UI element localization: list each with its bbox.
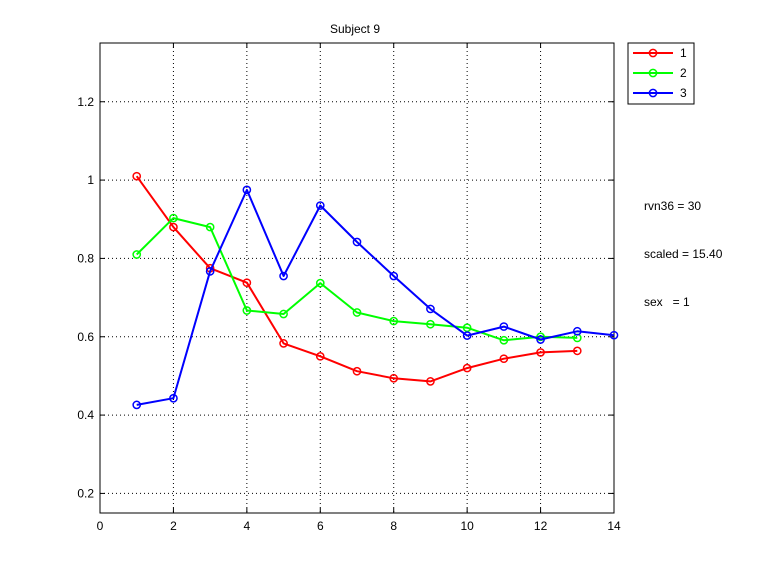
data-point [169, 393, 178, 403]
annotation-line-sex: sex = 1 [644, 295, 690, 309]
data-point [499, 322, 509, 331]
x-tick-label: 12 [534, 519, 548, 533]
data-point [462, 331, 472, 340]
legend: 1 2 3 [627, 42, 695, 105]
chart-title: Subject 9 [330, 22, 380, 36]
x-tick-label: 2 [170, 519, 177, 533]
series-3 [132, 185, 619, 410]
data-point [279, 271, 288, 281]
data-point [315, 278, 325, 288]
data-point [242, 306, 252, 315]
legend-item-1: 1 [633, 46, 687, 60]
legend-item-3: 3 [633, 86, 687, 100]
y-tick-label: 1 [87, 173, 94, 187]
data-point [426, 319, 435, 329]
data-point [462, 363, 472, 373]
x-tick-label: 8 [390, 519, 397, 533]
data-point [426, 377, 435, 386]
data-point [169, 213, 178, 223]
data-point [389, 271, 399, 281]
data-point [572, 346, 582, 356]
data-point [499, 335, 509, 345]
x-tick-label: 0 [97, 519, 104, 533]
legend-marker [648, 48, 658, 58]
annotation-text: rvn36 = 30 scaled = 15.40 sex = 1 [644, 166, 722, 326]
data-point [205, 266, 215, 276]
series-2 [132, 213, 582, 345]
data-point [132, 250, 142, 259]
annotation-line-scaled: scaled = 15.40 [644, 247, 723, 261]
data-point [315, 201, 325, 210]
data-point [279, 339, 288, 348]
data-point [352, 366, 362, 376]
data-point [132, 400, 142, 410]
data-point [132, 171, 142, 181]
grid [100, 43, 614, 513]
legend-label: 2 [680, 66, 687, 80]
x-tick-label: 4 [244, 519, 251, 533]
y-axis-tick-labels: 0.2 0.4 0.6 0.8 1 1.2 [77, 95, 94, 501]
data-point [536, 348, 545, 357]
y-tick-label: 0.2 [77, 486, 94, 500]
y-tick-label: 0.8 [77, 251, 94, 265]
data-point [205, 222, 215, 232]
legend-marker [648, 68, 658, 78]
x-tick-label: 10 [460, 519, 474, 533]
y-tick-label: 1.2 [77, 95, 94, 109]
data-point [242, 278, 252, 288]
data-point [352, 308, 362, 317]
data-point [389, 373, 399, 383]
x-tick-label: 14 [607, 519, 621, 533]
legend-marker [648, 88, 658, 98]
data-point [572, 326, 582, 336]
data-point [499, 354, 509, 364]
axis-ticks [99, 43, 615, 513]
data-point [352, 237, 362, 247]
legend-label: 1 [680, 46, 687, 60]
data-point [389, 316, 399, 326]
x-axis-tick-labels: 0 2 4 6 8 10 12 14 [97, 519, 621, 533]
annotation-line-rvn36: rvn36 = 30 [644, 199, 702, 213]
plot-area-border [99, 42, 615, 514]
y-tick-label: 0.4 [77, 408, 94, 422]
x-tick-label: 6 [317, 519, 324, 533]
data-point [609, 330, 619, 340]
data-point [169, 222, 178, 232]
series-line-2 [135, 217, 578, 342]
legend-item-2: 2 [633, 66, 687, 80]
data-point [242, 185, 252, 195]
legend-label: 3 [680, 86, 687, 100]
y-tick-label: 0.6 [77, 330, 94, 344]
series-layer [132, 171, 619, 410]
data-point [536, 335, 545, 344]
series-line-3 [136, 188, 615, 406]
data-point [426, 304, 435, 314]
data-point [315, 351, 325, 361]
data-point [279, 309, 288, 319]
